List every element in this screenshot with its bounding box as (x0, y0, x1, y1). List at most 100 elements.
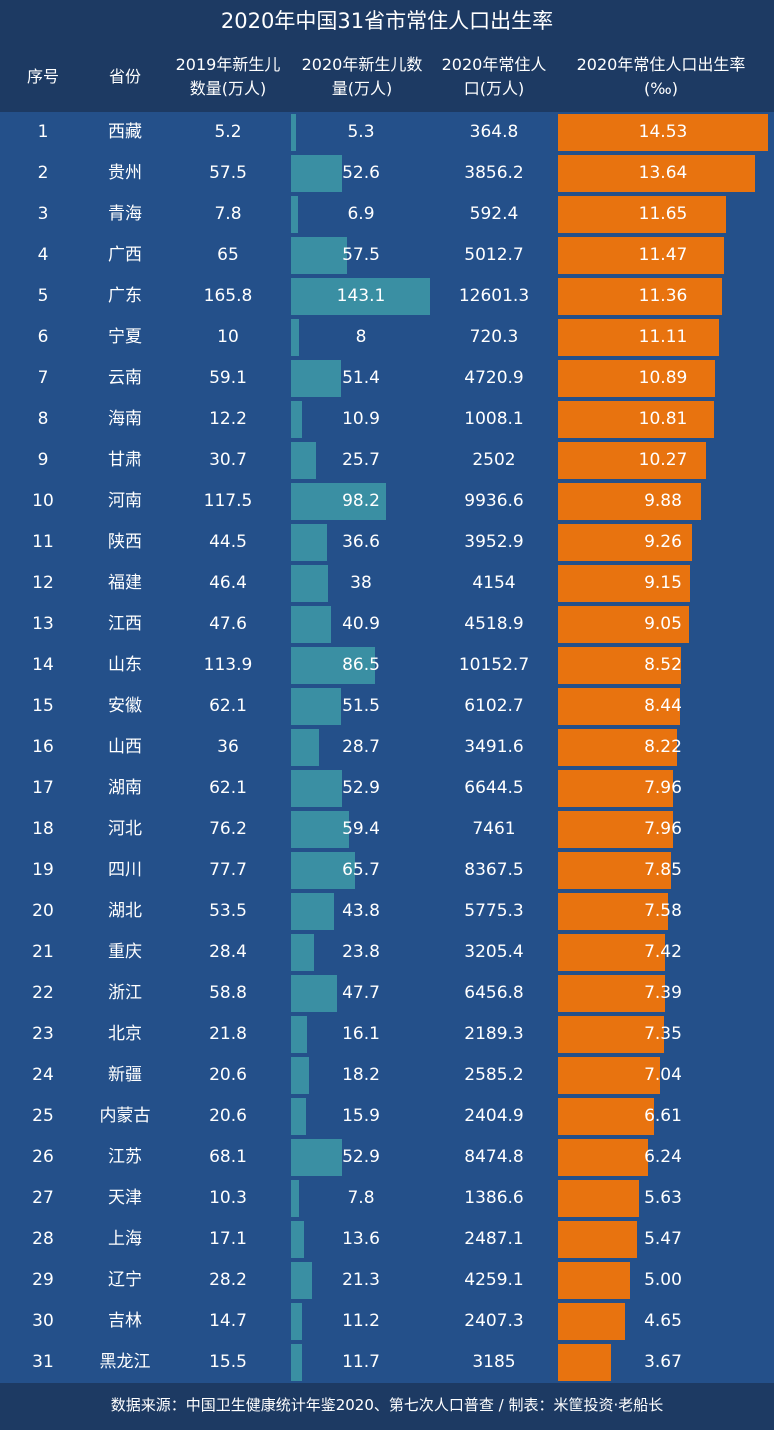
births-2020-bar (291, 1221, 305, 1258)
table-row: 14 山东 113.9 86.5 10152.7 8.52 (0, 645, 774, 686)
table-body: 1 西藏 5.2 5.3 364.8 14.53 2 贵州 57.5 52.6 3856.2 13.6… (0, 112, 774, 1383)
province: 天津 (108, 1188, 142, 1208)
row-index: 13 (32, 614, 54, 634)
birth-rate: 9.26 (644, 532, 682, 552)
birth-rate: 9.88 (644, 491, 682, 511)
province: 甘肃 (108, 450, 142, 470)
births-2020-bar (291, 1057, 309, 1094)
row-index: 21 (32, 942, 54, 962)
population: 6102.7 (464, 696, 524, 716)
table-row: 10 河南 117.5 98.2 9936.6 9.88 (0, 481, 774, 522)
births-2020: 65.7 (342, 860, 380, 880)
births-2019: 14.7 (209, 1311, 247, 1331)
table-row: 27 天津 10.3 7.8 1386.6 5.63 (0, 1178, 774, 1219)
province: 上海 (108, 1229, 142, 1249)
births-2020-bar (291, 1098, 307, 1135)
birth-rate: 6.61 (644, 1106, 682, 1126)
province: 海南 (108, 409, 142, 429)
births-2020-bar (291, 237, 347, 274)
births-2020-bar (291, 934, 315, 971)
birth-rate-bar (558, 319, 719, 356)
births-2019: 10 (217, 327, 239, 347)
births-2019: 30.7 (209, 450, 247, 470)
birth-rate-bar (558, 442, 707, 479)
birth-rate-bar (558, 934, 666, 971)
birth-rate: 11.47 (638, 245, 688, 265)
birth-rate: 8.44 (644, 696, 682, 716)
province: 山东 (108, 655, 142, 675)
birth-rate: 13.64 (638, 163, 688, 183)
birth-rate-bar (558, 1057, 660, 1094)
births-2020-bar (291, 401, 302, 438)
table-row: 21 重庆 28.4 23.8 3205.4 7.42 (0, 932, 774, 973)
row-index: 7 (37, 368, 49, 388)
birth-rate-bar (558, 770, 674, 807)
row-index: 2 (37, 163, 49, 183)
births-2019: 44.5 (209, 532, 247, 552)
births-2019: 165.8 (203, 286, 253, 306)
birth-rate: 4.65 (644, 1311, 682, 1331)
births-2020: 5.3 (347, 122, 375, 142)
births-2020: 47.7 (342, 983, 380, 1003)
population: 3856.2 (464, 163, 524, 183)
birth-rate-bar (558, 278, 723, 315)
province: 黑龙江 (99, 1352, 151, 1372)
births-2020: 18.2 (342, 1065, 380, 1085)
births-2020-bar (291, 688, 342, 725)
population: 1008.1 (464, 409, 524, 429)
birth-rate: 14.53 (638, 122, 688, 142)
row-index: 20 (32, 901, 54, 921)
row-index: 27 (32, 1188, 54, 1208)
births-2020: 6.9 (347, 204, 375, 224)
birth-rate: 11.36 (638, 286, 688, 306)
population: 1386.6 (464, 1188, 524, 1208)
births-2020-bar (291, 319, 299, 356)
chart-title: 2020年中国31省市常住人口出生率 (0, 0, 774, 42)
population: 2404.9 (464, 1106, 524, 1126)
births-2019: 62.1 (209, 696, 247, 716)
row-index: 3 (37, 204, 49, 224)
row-index: 28 (32, 1229, 54, 1249)
birth-rate: 10.81 (638, 409, 688, 429)
population: 4154 (472, 573, 516, 593)
province: 宁夏 (108, 327, 142, 347)
row-index: 9 (37, 450, 49, 470)
birth-rate-bar (558, 1098, 654, 1135)
birth-rate: 8.22 (644, 737, 682, 757)
births-2020: 51.4 (342, 368, 380, 388)
births-2020-bar (291, 1262, 312, 1299)
table-row: 18 河北 76.2 59.4 7461 7.96 (0, 809, 774, 850)
births-2020-bar (291, 1180, 299, 1217)
birth-rate-bar (558, 360, 716, 397)
population: 364.8 (469, 122, 519, 142)
births-2019: 15.5 (209, 1352, 247, 1372)
birth-rate: 5.63 (644, 1188, 682, 1208)
province: 青海 (108, 204, 142, 224)
province: 浙江 (108, 983, 142, 1003)
births-2019: 77.7 (209, 860, 247, 880)
row-index: 26 (32, 1147, 54, 1167)
table-row: 22 浙江 58.8 47.7 6456.8 7.39 (0, 973, 774, 1014)
province: 四川 (108, 860, 142, 880)
births-2019: 36 (217, 737, 239, 757)
births-2019: 113.9 (203, 655, 253, 675)
row-index: 10 (32, 491, 54, 511)
births-2019: 20.6 (209, 1065, 247, 1085)
population: 3491.6 (464, 737, 524, 757)
births-2020: 98.2 (342, 491, 380, 511)
population: 3185 (472, 1352, 516, 1372)
births-2019: 76.2 (209, 819, 247, 839)
births-2019: 62.1 (209, 778, 247, 798)
row-index: 11 (32, 532, 54, 552)
province: 辽宁 (108, 1270, 142, 1290)
births-2020: 57.5 (342, 245, 380, 265)
birth-rate: 3.67 (644, 1352, 682, 1372)
province: 江西 (108, 614, 142, 634)
province: 贵州 (108, 163, 142, 183)
birth-rate: 7.35 (644, 1024, 682, 1044)
population: 2487.1 (464, 1229, 524, 1249)
row-index: 18 (32, 819, 54, 839)
row-index: 5 (37, 286, 49, 306)
province: 吉林 (108, 1311, 142, 1331)
province: 内蒙古 (99, 1106, 151, 1126)
